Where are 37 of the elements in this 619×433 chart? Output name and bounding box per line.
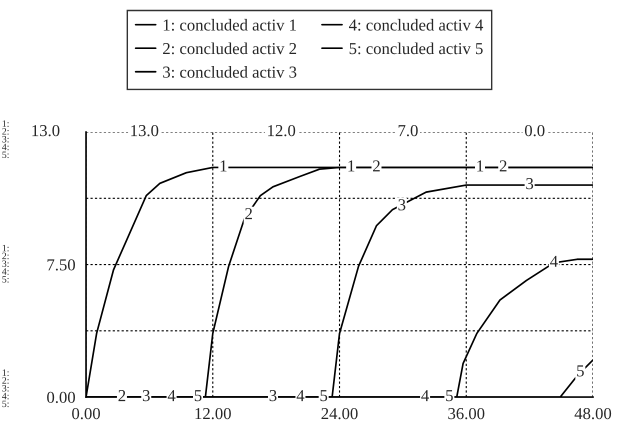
annotation: 5 [446, 390, 453, 402]
annotation: 1 [220, 160, 227, 172]
annotation: 2 [118, 390, 126, 402]
annotation: 0.0 [524, 124, 544, 136]
text: 1: 2: 3: 4: 5: [2, 244, 9, 283]
legend-label: 4: concluded activ 4 [348, 18, 484, 31]
annotation: 5 [194, 390, 202, 402]
annotation: 2 [373, 160, 380, 172]
annotation: 4 [168, 390, 176, 402]
x-tick-label: 12.00 [195, 408, 231, 420]
text: 1: 2: 3: 4: 5: [2, 120, 9, 158]
x-tick-label: 24.00 [322, 408, 358, 420]
annotation: 1 [477, 160, 484, 172]
legend-label: 1: concluded activ 1 [164, 18, 296, 31]
annotation: 5 [320, 390, 328, 402]
annotation: 2 [500, 160, 506, 172]
text: 1: 2: 3: 4: 5: [2, 369, 9, 408]
annotation: 1 [348, 160, 354, 172]
text: 13.0 [32, 124, 60, 136]
x-tick-label: 36.00 [448, 408, 484, 420]
annotation: 3 [398, 199, 406, 210]
annotation: 3 [270, 390, 276, 402]
annotation: 13.0 [131, 124, 158, 136]
legend-label: 2: concluded activ 2 [163, 42, 296, 54]
annotation: 3 [526, 178, 534, 190]
legend-label: 5: concluded activ 5 [350, 42, 483, 54]
annotation: 3 [142, 390, 150, 402]
x-tick-label: 0.00 [72, 408, 100, 420]
x-tick-label: 48.00 [574, 408, 612, 420]
legend-label: 3: concluded activ 3 [163, 66, 296, 78]
annotation: 2 [245, 208, 252, 220]
annotation: 4 [296, 390, 304, 402]
annotation: 7.0 [398, 124, 418, 136]
y-tick-label: 7.50 [48, 259, 75, 271]
annotation: 4 [421, 390, 429, 402]
annotation: 5 [577, 365, 584, 376]
annotation: 12.0 [268, 124, 296, 136]
